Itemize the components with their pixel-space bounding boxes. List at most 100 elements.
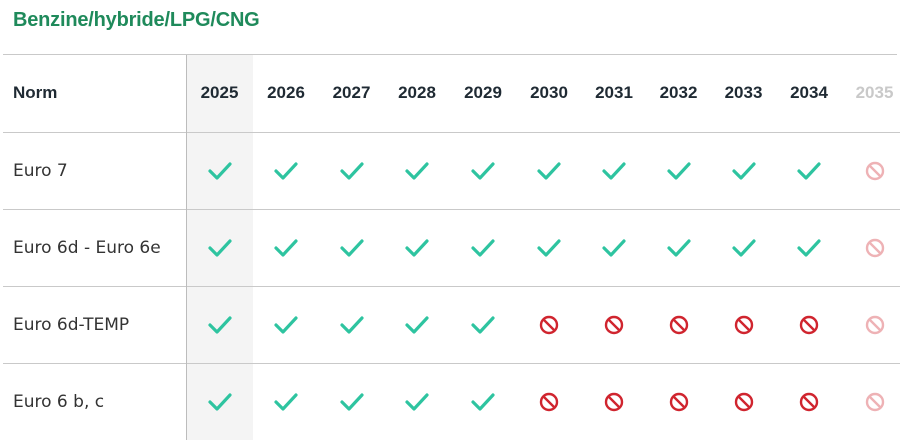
status-cell	[646, 363, 711, 440]
status-cell	[516, 209, 582, 286]
checkmark-icon	[666, 238, 692, 257]
checkmark-icon	[207, 315, 233, 334]
prohibited-icon	[603, 392, 625, 411]
status-cell	[253, 363, 319, 440]
year-header-2035: 2035	[855, 83, 894, 103]
status-cell	[384, 209, 450, 286]
status-cell	[516, 286, 582, 363]
year-header-2031: 2031	[595, 83, 633, 103]
prohibited-icon	[733, 392, 755, 411]
checkmark-icon	[273, 393, 299, 411]
table-header-row: Norm 2025 2026 2027 2028 2029 2030 2031 2032 203…	[3, 55, 900, 132]
status-cell	[776, 286, 842, 363]
prohibited-icon	[864, 315, 886, 334]
year-header-2028: 2028	[398, 83, 436, 103]
checkmark-icon	[404, 161, 430, 180]
checkmark-icon	[601, 238, 627, 257]
table-row: Euro 6d - Euro 6e	[3, 209, 900, 286]
status-cell	[842, 209, 900, 286]
table-row: Euro 7	[3, 132, 900, 209]
checkmark-icon	[339, 315, 365, 334]
norm-label: Euro 7	[13, 160, 68, 181]
table-top-rule	[3, 54, 897, 55]
status-cell	[186, 286, 253, 363]
checkmark-icon	[470, 315, 496, 334]
checkmark-icon	[536, 161, 562, 180]
status-cell	[450, 286, 516, 363]
prohibited-icon	[538, 315, 560, 334]
status-cell	[186, 132, 253, 209]
status-cell	[646, 132, 711, 209]
year-header-2025: 2025	[200, 83, 239, 103]
status-cell	[711, 132, 776, 209]
year-header-2027: 2027	[332, 83, 371, 103]
checkmark-icon	[273, 161, 299, 180]
year-header-2032: 2032	[659, 83, 698, 103]
status-cell	[842, 286, 900, 363]
status-cell	[253, 286, 319, 363]
status-cell	[646, 209, 711, 286]
status-cell	[186, 209, 253, 286]
status-cell	[711, 209, 776, 286]
year-header-2033: 2033	[724, 83, 763, 103]
year-header-2029: 2029	[464, 83, 502, 103]
status-cell	[384, 363, 450, 440]
checkmark-icon	[666, 161, 692, 180]
status-cell	[582, 286, 646, 363]
checkmark-icon	[273, 238, 299, 257]
column-divider	[186, 55, 187, 440]
prohibited-icon	[668, 392, 690, 411]
status-cell	[516, 132, 582, 209]
status-cell	[384, 286, 450, 363]
status-cell	[319, 132, 384, 209]
prohibited-icon	[798, 315, 820, 334]
checkmark-icon	[339, 393, 365, 411]
prohibited-icon	[864, 392, 886, 411]
status-cell	[776, 363, 842, 440]
status-cell	[450, 209, 516, 286]
checkmark-icon	[470, 393, 496, 411]
norm-label: Euro 6 b, c	[13, 391, 105, 412]
checkmark-icon	[470, 238, 496, 257]
year-header-2034: 2034	[790, 83, 828, 103]
checkmark-icon	[207, 393, 233, 411]
status-cell	[711, 363, 776, 440]
status-cell	[582, 132, 646, 209]
status-cell	[582, 209, 646, 286]
status-cell	[842, 363, 900, 440]
table-row: Euro 6 b, c	[3, 363, 900, 440]
norm-column-header: Norm	[13, 83, 58, 103]
prohibited-icon	[538, 392, 560, 411]
checkmark-icon	[601, 161, 627, 180]
status-cell	[646, 286, 711, 363]
checkmark-icon	[470, 161, 496, 180]
status-cell	[450, 132, 516, 209]
checkmark-icon	[404, 393, 430, 411]
status-cell	[516, 363, 582, 440]
checkmark-icon	[207, 161, 233, 180]
prohibited-icon	[864, 161, 886, 180]
prohibited-icon	[864, 238, 886, 257]
status-cell	[842, 132, 900, 209]
prohibited-icon	[603, 315, 625, 334]
status-cell	[319, 363, 384, 440]
year-header-2026: 2026	[267, 83, 305, 103]
status-cell	[186, 363, 253, 440]
highlight-column-bg	[187, 55, 253, 440]
section-title: Benzine/hybride/LPG/CNG	[13, 9, 260, 31]
status-cell	[776, 132, 842, 209]
emission-norm-table: Norm 2025 2026 2027 2028 2029 2030 2031 2032 203…	[3, 55, 900, 440]
status-cell	[776, 209, 842, 286]
status-cell	[319, 286, 384, 363]
table-row: Euro 6d-TEMP	[3, 286, 900, 363]
norm-label: Euro 6d-TEMP	[13, 314, 130, 335]
checkmark-icon	[404, 315, 430, 334]
status-cell	[582, 363, 646, 440]
prohibited-icon	[668, 315, 690, 334]
status-cell	[450, 363, 516, 440]
checkmark-icon	[273, 315, 299, 334]
checkmark-icon	[796, 161, 822, 180]
checkmark-icon	[536, 238, 562, 257]
checkmark-icon	[339, 238, 365, 257]
checkmark-icon	[796, 238, 822, 257]
